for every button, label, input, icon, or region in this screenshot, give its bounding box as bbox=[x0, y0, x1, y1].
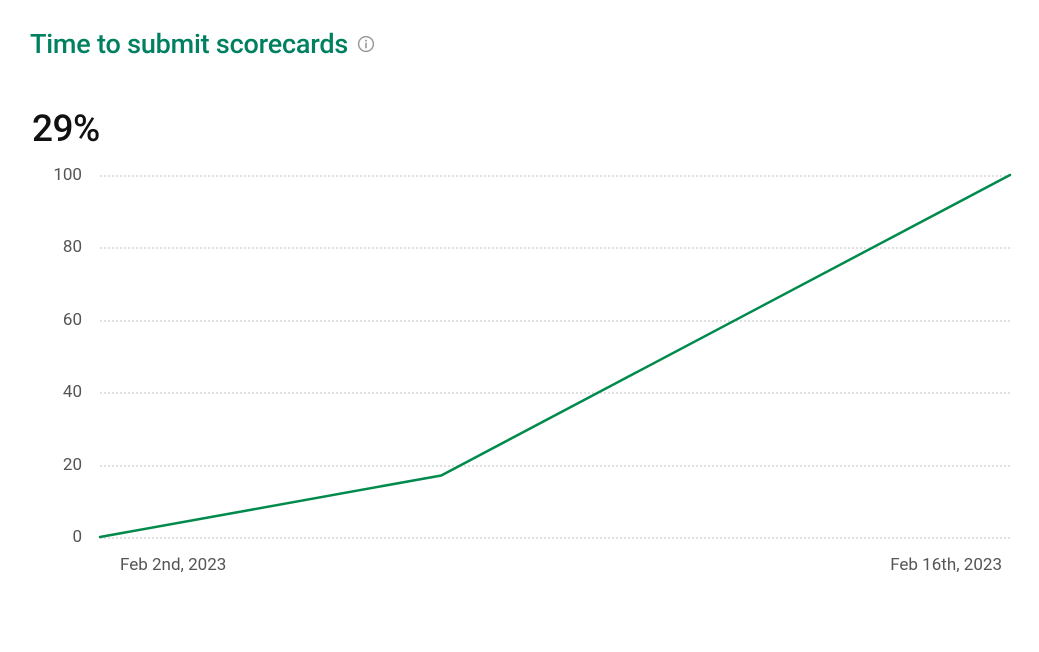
y-tick-label: 80 bbox=[63, 237, 82, 257]
y-tick-label: 60 bbox=[63, 310, 82, 330]
chart: 020406080100 Feb 2nd, 2023 Feb 16th, 202… bbox=[30, 175, 1010, 595]
y-tick-label: 20 bbox=[63, 455, 82, 475]
plot-area bbox=[100, 175, 1010, 537]
chart-title: Time to submit scorecards bbox=[30, 28, 348, 60]
y-axis: 020406080100 bbox=[30, 175, 90, 575]
line-series bbox=[100, 175, 1010, 537]
x-label-start: Feb 2nd, 2023 bbox=[120, 555, 226, 575]
x-axis-labels: Feb 2nd, 2023 Feb 16th, 2023 bbox=[100, 555, 1010, 585]
y-tick-label: 0 bbox=[72, 527, 82, 547]
grid-line bbox=[100, 537, 1010, 539]
metric-value: 29% bbox=[32, 108, 1009, 151]
y-tick-label: 100 bbox=[53, 165, 82, 185]
info-icon[interactable] bbox=[356, 34, 376, 54]
y-tick-label: 40 bbox=[63, 382, 82, 402]
x-label-end: Feb 16th, 2023 bbox=[890, 555, 1002, 575]
